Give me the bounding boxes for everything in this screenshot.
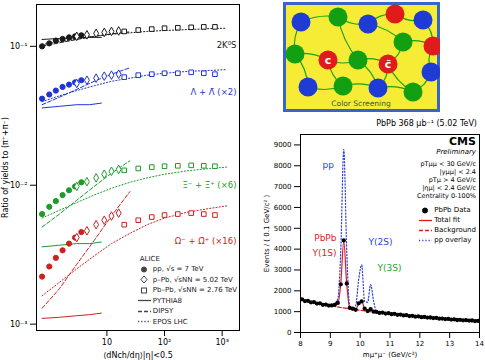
svg-text:Ξ⁻ + Ξ̄⁺ (×6): Ξ⁻ + Ξ̄⁺ (×6) — [182, 180, 236, 190]
svg-text:10: 10 — [356, 340, 365, 348]
html-text:pTμμ < 30 GeV/c: pTμμ < 30 GeV/c — [420, 160, 476, 168]
svg-text:9000: 9000 — [274, 141, 292, 149]
html-text:PbPb 368 μb⁻¹ (5.02 TeV): PbPb 368 μb⁻¹ (5.02 TeV) — [376, 119, 477, 128]
html-text:Centrality 0-100%: Centrality 0-100% — [417, 192, 476, 200]
svg-text:6000: 6000 — [274, 204, 292, 212]
svg-text:10⁻³: 10⁻³ — [10, 320, 28, 329]
html-text:pp, √s = 7 TeV: pp, √s = 7 TeV — [152, 265, 204, 273]
html-text:p–Pb, √sNN = 5.02 TeV: p–Pb, √sNN = 5.02 TeV — [152, 275, 233, 284]
svg-text:1000: 1000 — [274, 308, 292, 316]
svg-text:Color Screening: Color Screening — [331, 99, 391, 108]
svg-text:Υ(3S): Υ(3S) — [377, 263, 402, 273]
svg-text:7000: 7000 — [274, 183, 292, 191]
html-text:Total fit: Total fit — [434, 216, 460, 224]
html-text:ALICE: ALICE — [139, 254, 160, 263]
svg-text:pp: pp — [323, 160, 335, 170]
svg-text:mμ⁺μ⁻ (GeV/c²): mμ⁺μ⁻ (GeV/c²) — [363, 351, 418, 359]
svg-text:8: 8 — [298, 340, 302, 348]
html-text:|ημ| < 2.4 GeV/c: |ημ| < 2.4 GeV/c — [422, 184, 476, 192]
svg-text:9: 9 — [328, 340, 332, 348]
svg-text:13: 13 — [445, 340, 454, 348]
svg-text:12: 12 — [415, 340, 424, 348]
svg-text:14: 14 — [475, 340, 484, 348]
svg-text:⟨dNch/dη⟩|η|<0.5: ⟨dNch/dη⟩|η|<0.5 — [103, 351, 173, 360]
svg-text:c: c — [325, 54, 332, 67]
svg-text:10: 10 — [102, 338, 112, 347]
svg-text:5000: 5000 — [274, 225, 292, 233]
svg-text:Events / ( 0.1 GeV/c² ): Events / ( 0.1 GeV/c² ) — [263, 195, 271, 273]
svg-text:2K⁰S: 2K⁰S — [217, 40, 237, 50]
html-text:EPOS LHC: EPOS LHC — [152, 317, 188, 326]
svg-text:Λ + Λ̄ (×2): Λ + Λ̄ (×2) — [190, 87, 236, 97]
html-text:PYTHIA8: PYTHIA8 — [152, 296, 182, 305]
svg-text:4000: 4000 — [274, 245, 292, 253]
html-text:pTμ > 4 GeV/c: pTμ > 4 GeV/c — [428, 176, 476, 184]
html-text:Preliminary: Preliminary — [436, 148, 476, 156]
svg-text:3000: 3000 — [274, 266, 292, 274]
html-text:PbPb Data: PbPb Data — [434, 206, 471, 214]
svg-text:10⁻²: 10⁻² — [10, 181, 28, 190]
svg-text:PbPb: PbPb — [314, 233, 337, 243]
html-text:Pb–Pb, √sNN = 2.76 TeV: Pb–Pb, √sNN = 2.76 TeV — [152, 286, 237, 294]
svg-text:10²: 10² — [158, 338, 171, 347]
html-text:CMS: CMS — [449, 135, 476, 148]
svg-text:11: 11 — [386, 340, 395, 348]
svg-text:10⁻¹: 10⁻¹ — [10, 42, 28, 51]
svg-text:Υ(1S): Υ(1S) — [312, 248, 337, 258]
svg-text:c̄: c̄ — [385, 58, 392, 71]
svg-text:2000: 2000 — [274, 287, 292, 295]
svg-text:Ω⁻ + Ω̄⁺ (×16): Ω⁻ + Ω̄⁺ (×16) — [175, 236, 237, 246]
svg-text:10³: 10³ — [215, 338, 228, 347]
html-text:Background: Background — [434, 226, 476, 234]
svg-text:0: 0 — [287, 329, 291, 337]
html-text:|yμμ| < 2.4: |yμμ| < 2.4 — [439, 168, 476, 176]
html-text:pp overlay: pp overlay — [434, 236, 472, 244]
svg-text:Υ(2S): Υ(2S) — [368, 237, 393, 247]
html-text:DIPSY: DIPSY — [152, 307, 174, 315]
svg-text:Ratio of yields to (π⁺+π⁻): Ratio of yields to (π⁺+π⁻) — [1, 117, 10, 218]
svg-text:8000: 8000 — [274, 162, 292, 170]
